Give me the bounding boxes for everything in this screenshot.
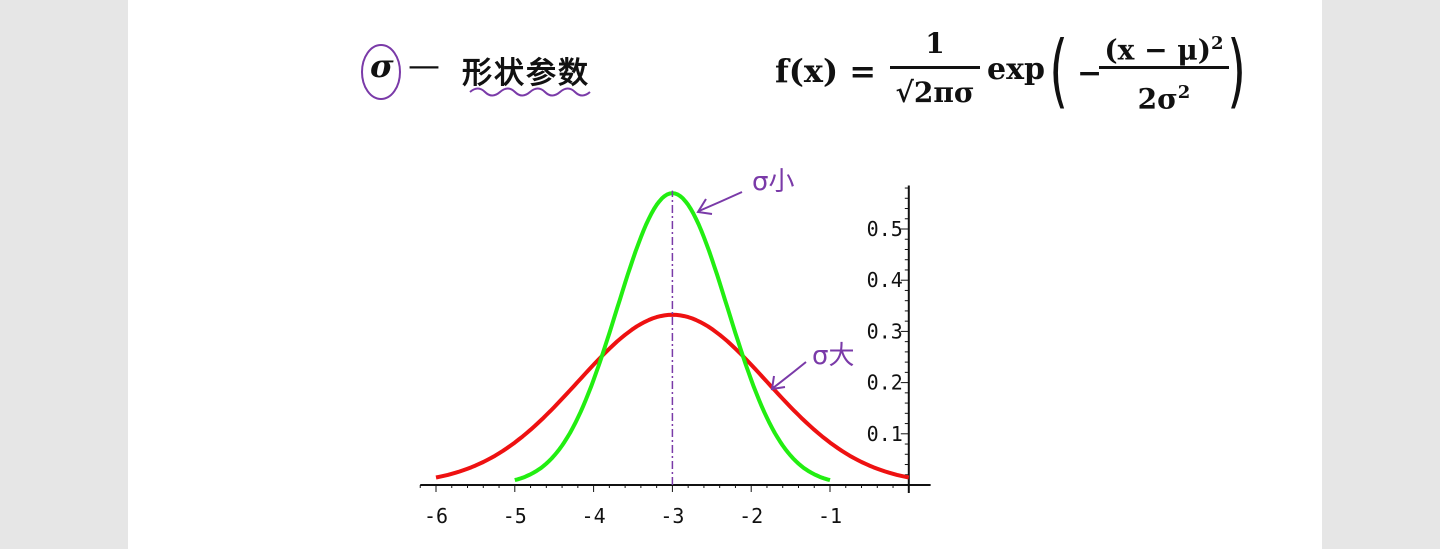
y-tick-label: 0.2 — [867, 371, 903, 395]
x-tick-label: -4 — [582, 504, 606, 528]
x-tick-label: -2 — [739, 504, 763, 528]
exponent-denominator-base: 2σ — [1137, 82, 1178, 116]
arrowhead-large-sigma — [770, 375, 786, 391]
formula-numerator: 1 — [925, 27, 945, 60]
x-tick-label: -1 — [818, 504, 842, 528]
dash: — — [408, 46, 440, 84]
handwritten-annotations: σ小 σ大 — [361, 44, 854, 485]
arrowhead-small-sigma — [696, 198, 713, 215]
annotation-small-sigma: σ小 — [752, 167, 794, 197]
formula-lhs: f(x) = — [775, 52, 877, 90]
wide-curve-large-sigma — [435, 312, 910, 480]
y-tick-label: 0.1 — [867, 422, 903, 446]
exponent-numerator: (x − μ)2 — [1099, 24, 1229, 67]
arrow-large-sigma — [772, 361, 807, 389]
y-tick-label: 0.5 — [867, 217, 903, 241]
exponent-fraction-bar — [1099, 66, 1229, 69]
formula-minus: − — [1077, 56, 1103, 91]
axes: -6 -5 -4 -3 -2 -1 0.1 0.2 0.3 0.4 0.5 — [419, 185, 931, 528]
formula-fraction: 1 √2πσ — [890, 24, 980, 113]
x-tick-label: -6 — [424, 504, 448, 528]
shape-parameter-label: 形状参数 — [462, 56, 590, 91]
sigma-symbol: σ — [370, 47, 394, 85]
x-tick-label: -3 — [660, 504, 684, 528]
arrow-small-sigma — [698, 191, 743, 212]
exponent-fraction: (x − μ)2 2σ2 — [1099, 24, 1229, 116]
wavy-underline — [469, 87, 591, 97]
y-tick-label: 0.3 — [867, 319, 903, 343]
slide — [128, 0, 1322, 549]
formula-exp: exp — [987, 52, 1045, 87]
right-paren: ) — [1227, 24, 1246, 117]
normal-pdf-formula: f(x) = 1 √2πσ exp ( − (x − μ)2 2σ2 ) — [775, 22, 1255, 122]
exponent-denominator-power: 2 — [1177, 82, 1191, 103]
left-paren: ( — [1049, 24, 1068, 117]
annotation-large-sigma: σ大 — [812, 341, 854, 371]
exponent-denominator: 2σ2 — [1099, 73, 1229, 116]
formula-denominator: √2πσ — [895, 76, 975, 109]
fraction-bar — [890, 66, 980, 69]
x-tick-label: -5 — [503, 504, 527, 528]
y-tick-label: 0.4 — [867, 268, 903, 292]
sigma-circle-mark — [361, 44, 401, 100]
exponent-numerator-power: 2 — [1211, 33, 1224, 54]
exponent-numerator-base: (x − μ) — [1104, 33, 1212, 67]
